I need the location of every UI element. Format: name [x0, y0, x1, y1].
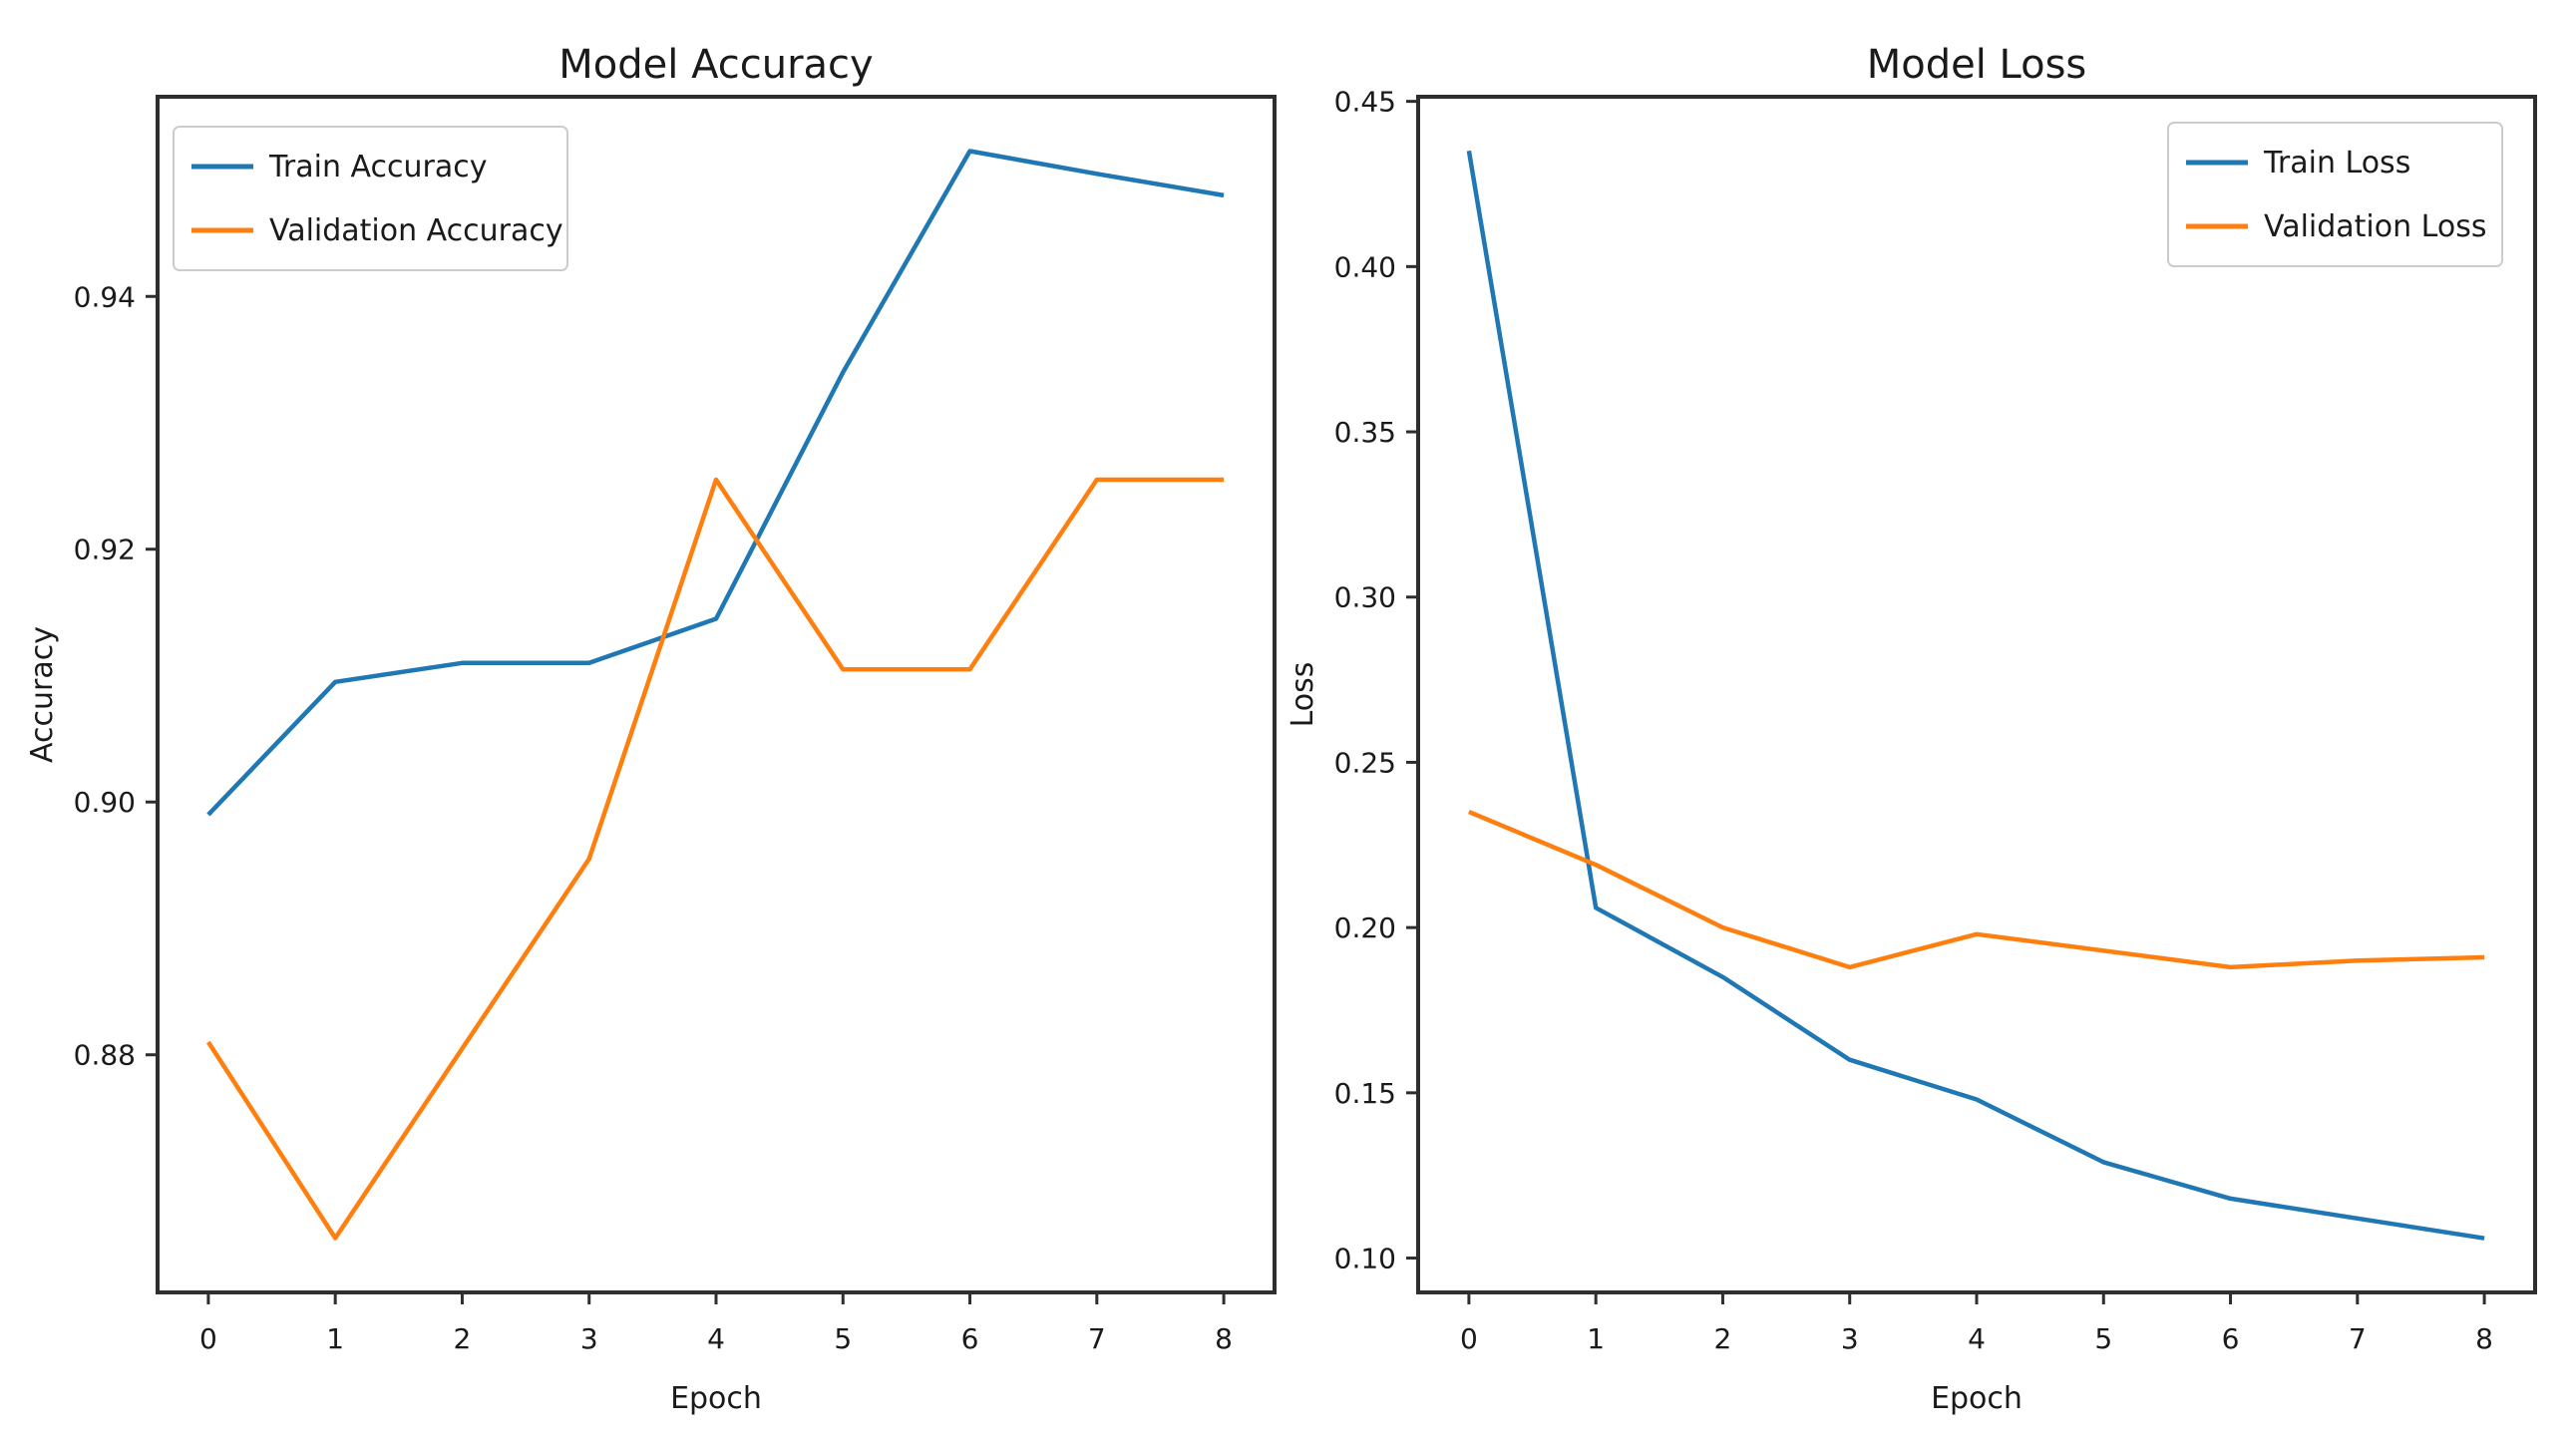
plot-area	[158, 97, 1275, 1292]
y-tick-label: 0.25	[1334, 746, 1396, 779]
x-tick-label: 2	[1714, 1322, 1732, 1355]
x-tick-label: 2	[454, 1322, 472, 1355]
validation-accuracy-line	[206, 477, 1225, 1241]
x-tick-label: 6	[2222, 1322, 2240, 1355]
x-tick-label: 0	[199, 1322, 217, 1355]
x-tick-label: 8	[2475, 1322, 2493, 1355]
y-tick-label: 0.90	[74, 786, 136, 819]
y-tick-label: 0.15	[1334, 1077, 1396, 1110]
y-tick-label: 0.45	[1334, 86, 1396, 119]
legend-item-label: Train Loss	[2263, 146, 2410, 180]
accuracy-chart-canvas: Model Accuracy Epoch Accuracy 0.88 0.90 0.92 0…	[25, 42, 1277, 1416]
legend: Train Loss Validation Loss	[2167, 122, 2503, 267]
y-tick-label: 0.92	[74, 534, 136, 566]
y-tick-label: 0.40	[1334, 250, 1396, 283]
legend: Train Accuracy Validation Accuracy	[173, 126, 568, 271]
x-tick-label: 7	[2349, 1322, 2367, 1355]
x-axis-label: Epoch	[1931, 1381, 2023, 1416]
legend-item-label: Train Accuracy	[268, 150, 487, 184]
y-axis-label: Loss	[1288, 662, 1320, 728]
legend-item-label: Validation Accuracy	[269, 213, 563, 248]
y-tick-label: 0.10	[1334, 1243, 1396, 1275]
x-tick-label: 6	[961, 1322, 979, 1355]
plot-area	[1418, 97, 2535, 1292]
validation-loss-line	[1468, 810, 2485, 970]
x-axis-label: Epoch	[670, 1381, 762, 1416]
chart-title: Model Accuracy	[558, 42, 873, 88]
x-tick-label: 5	[2094, 1322, 2112, 1355]
y-tick-label: 0.20	[1334, 911, 1396, 944]
y-tick-label: 0.30	[1334, 581, 1396, 614]
chart-title: Model Loss	[1867, 42, 2087, 88]
x-tick-label: 4	[707, 1322, 725, 1355]
x-tick-label: 7	[1088, 1322, 1106, 1355]
legend-box	[173, 126, 568, 271]
y-tick-label: 0.94	[74, 280, 136, 313]
train-loss-line	[1466, 150, 2485, 1241]
legend-box	[2167, 122, 2503, 267]
x-tick-label: 5	[834, 1322, 852, 1355]
x-tick-label: 0	[1460, 1322, 1478, 1355]
train-accuracy-line	[206, 149, 1225, 817]
legend-item-label: Validation Loss	[2264, 209, 2486, 244]
y-tick-label: 0.35	[1334, 416, 1396, 449]
x-tick-label: 4	[1968, 1322, 1986, 1355]
accuracy-chart: Model Accuracy Epoch Accuracy 0.88 0.90 0.92 0…	[25, 42, 1277, 1416]
x-tick-label: 3	[1841, 1322, 1859, 1355]
y-axis-label: Accuracy	[25, 626, 60, 763]
x-tick-label: 8	[1215, 1322, 1233, 1355]
x-tick-label: 1	[1587, 1322, 1605, 1355]
loss-chart: Model Loss Epoch Loss 0.10 0.15 0.20 0.25 0.30 0…	[1288, 0, 2576, 1444]
y-tick-label: 0.88	[74, 1039, 136, 1072]
x-tick-label: 3	[580, 1322, 598, 1355]
loss-chart-canvas: Model Loss Epoch Loss 0.10 0.15 0.20 0.25 0.30 0…	[1288, 42, 2537, 1416]
x-tick-label: 1	[326, 1322, 344, 1355]
